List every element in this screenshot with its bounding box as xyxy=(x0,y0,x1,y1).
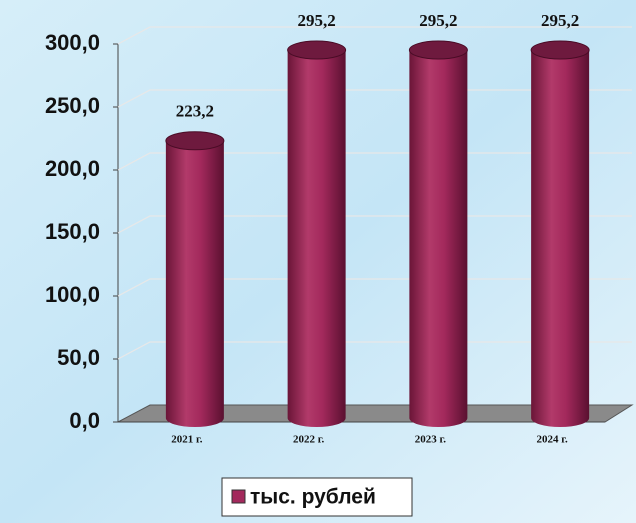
bar-top xyxy=(408,40,468,60)
value-label: 223,2 xyxy=(176,102,214,121)
legend-box xyxy=(221,477,413,517)
bar xyxy=(287,50,346,428)
grid-line xyxy=(117,152,632,171)
x-tick-label: 2024 г. xyxy=(536,434,568,446)
y-tick-label: 0,0 xyxy=(69,408,100,433)
x-tick-label: 2022 г. xyxy=(293,434,325,446)
bar-top xyxy=(287,40,347,60)
bar xyxy=(409,50,468,428)
legend-label: тыс. рублей xyxy=(250,486,376,509)
y-tick-label: 150,0 xyxy=(45,219,100,244)
grid-line xyxy=(117,26,632,45)
y-tick-label: 50,0 xyxy=(57,345,100,370)
x-tick-label: 2021 г. xyxy=(171,434,203,446)
grid-line xyxy=(117,278,632,297)
grid-line xyxy=(117,341,632,360)
bar xyxy=(531,50,590,428)
grid-line xyxy=(117,89,632,108)
bar-top xyxy=(530,40,590,60)
grid-line xyxy=(117,215,632,234)
y-tick-label: 250,0 xyxy=(45,93,100,118)
y-tick-label: 200,0 xyxy=(45,156,100,181)
y-tick-label: 100,0 xyxy=(45,282,100,307)
value-label: 295,2 xyxy=(298,11,336,30)
bar xyxy=(165,140,224,428)
value-label: 295,2 xyxy=(541,11,579,30)
x-tick-label: 2023 г. xyxy=(415,434,447,446)
legend-swatch xyxy=(231,489,246,504)
bar-top xyxy=(165,131,225,151)
y-tick-label: 300,0 xyxy=(45,30,100,55)
value-label: 295,2 xyxy=(419,11,457,30)
